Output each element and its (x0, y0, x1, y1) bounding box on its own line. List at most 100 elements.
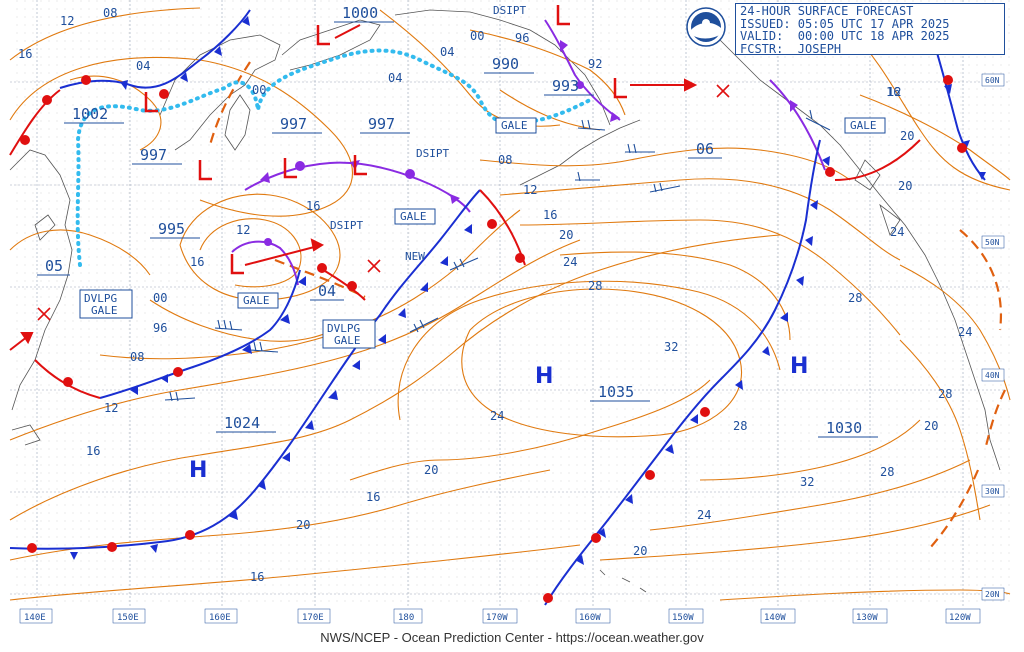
low-pressure: 1000 (342, 4, 378, 22)
low-pressure: 990 (492, 55, 519, 73)
credit-line: NWS/NCEP - Ocean Prediction Center - htt… (320, 630, 704, 645)
dsipt-label: DSIPT (416, 147, 449, 160)
isobar-label: 20 (898, 179, 912, 193)
dvlpg-gale-tag: DVLPG GALE (84, 292, 118, 317)
occluded-front-pips (260, 40, 798, 246)
lon-label: 160W (579, 613, 601, 623)
high-pressure: 1035 (598, 383, 634, 401)
warning-tags: GALE GALE GALE GALE DVLPG GALE DVLPG GALE (79, 117, 886, 349)
coastlines (9, 9, 1001, 593)
lon-label: 120W (949, 613, 971, 623)
isobar-label: 00 (470, 29, 484, 43)
isobar-label: 08 (130, 350, 144, 364)
isobar-label: 08 (103, 6, 117, 20)
isobar-label: 16 (18, 47, 32, 61)
lat-label: 60N (985, 76, 1000, 85)
cold-front-barbs (70, 16, 986, 565)
noaa-logo (686, 7, 726, 47)
low-pressure: 04 (318, 282, 336, 300)
isobar-label: 08 (498, 153, 512, 167)
isobar-label: 12 (523, 183, 537, 197)
dsipt-label: DSIPT (493, 4, 526, 17)
issued-time: ISSUED: 05:05 UTC 17 APR 2025 (740, 16, 950, 31)
high-pressure: 1024 (224, 414, 260, 432)
isobar-label: 96 (515, 31, 529, 45)
gale-tag: GALE (400, 210, 427, 223)
isobar-label: 28 (733, 419, 747, 433)
isobar-label: 24 (958, 325, 972, 339)
lon-label: 160E (209, 613, 231, 623)
lon-label: 170E (302, 613, 324, 623)
gale-tag: GALE (501, 119, 528, 132)
longitude-labels: 140E 150E 160E 170E 180 170W 160W 150W 1… (19, 608, 981, 624)
latitude-labels: 60N 50N 40N 30N 20N (981, 73, 1005, 601)
isobar-label: 16 (366, 490, 380, 504)
isobar-label: 28 (880, 465, 894, 479)
low-symbols (144, 5, 627, 275)
isobar-label: 20 (424, 463, 438, 477)
isobar-label: 12 (236, 223, 250, 237)
isobar-label: 24 (563, 255, 577, 269)
graticule (10, 0, 1010, 607)
lat-label: 20N (985, 590, 1000, 599)
isobar-labels: 12 08 16 04 00 04 04 00 96 92 08 12 16 2… (18, 6, 972, 584)
low-pressure: 06 (696, 140, 714, 158)
lat-label: 40N (985, 371, 1000, 380)
low-pressure: 997 (280, 115, 307, 133)
isobar-label: 20 (900, 129, 914, 143)
isobar-label: 20 (559, 228, 573, 242)
isobar-label: 12 (60, 14, 74, 28)
isobar-label: 28 (938, 387, 952, 401)
high-symbol: H (535, 364, 553, 389)
lon-label: 140W (764, 613, 786, 623)
lon-label: 170W (486, 613, 508, 623)
dissipated-markers (37, 84, 730, 321)
high-symbol: H (189, 458, 207, 483)
gale-tag: GALE (850, 119, 877, 132)
wind-barbs (164, 109, 831, 402)
low-pressure: 995 (158, 220, 185, 238)
isobar-label: 16 (250, 570, 264, 584)
high-pressure: 1030 (826, 419, 862, 437)
isobar-label: 92 (588, 57, 602, 71)
isobar-label: 32 (800, 475, 814, 489)
isobar-label: 12 (887, 85, 901, 99)
isobar-label: 00 (153, 291, 167, 305)
lon-label: 140E (24, 613, 46, 623)
isobars (9, 7, 1011, 601)
low-pressure: 1002 (72, 105, 108, 123)
lon-label: 180 (398, 613, 414, 623)
isobar-label: 24 (697, 508, 711, 522)
low-pressure: 05 (45, 257, 63, 275)
gale-tag: GALE (243, 294, 270, 307)
forecaster: FCSTR: JOSEPH (740, 41, 842, 56)
isobar-label: 16 (86, 444, 100, 458)
forecast-info-box: 24-HOUR SURFACE FORECAST ISSUED: 05:05 UT… (735, 3, 1005, 55)
isobar-label: 04 (440, 45, 454, 59)
new-label: NEW (405, 250, 425, 263)
isobar-label: 12 (104, 401, 118, 415)
dsipt-label: DSIPT (330, 219, 363, 232)
isobar-label: 20 (924, 419, 938, 433)
valid-time: VALID: 00:00 UTC 18 APR 2025 (740, 29, 950, 43)
lat-label: 50N (985, 238, 1000, 247)
isobar-label: 96 (153, 321, 167, 335)
isobar-label: 16 (306, 199, 320, 213)
isobar-label: 24 (490, 409, 504, 423)
isobar-label: 04 (136, 59, 150, 73)
isobar-label: 20 (296, 518, 310, 532)
lon-label: 150W (672, 613, 694, 623)
low-pressure: 997 (368, 115, 395, 133)
isobar-label: 16 (543, 208, 557, 222)
pressure-values: 1035 1030 1024 1000 1002 997 997 997 995… (37, 4, 878, 438)
ice-edge (75, 48, 592, 267)
high-symbol: H (790, 354, 808, 379)
isobar-label: 28 (588, 279, 602, 293)
isobar-label: 28 (848, 291, 862, 305)
isobar-label: 16 (190, 255, 204, 269)
isobar-label: 00 (252, 83, 266, 97)
isobar-label: 16 (886, 85, 900, 99)
high-symbols: H H H (189, 354, 808, 483)
dvlpg-gale-tag: DVLPG GALE (327, 322, 361, 347)
